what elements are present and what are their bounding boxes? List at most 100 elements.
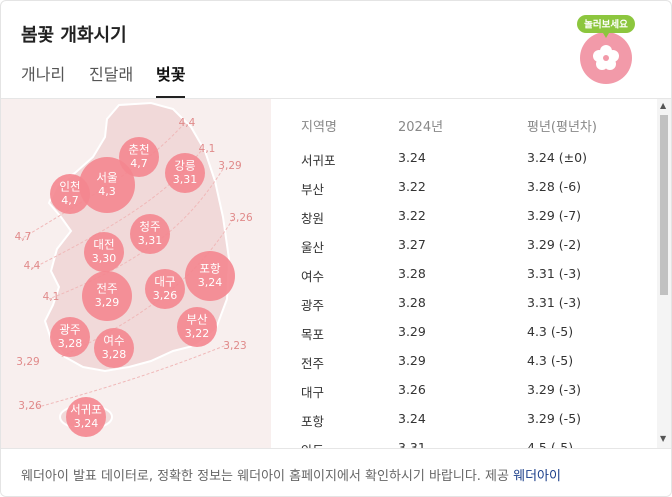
city-date: 4,7 <box>61 194 79 207</box>
city-name: 청주 <box>139 220 160 234</box>
footer: 웨더아이 발표 데이터로, 정확한 정보는 웨더아이 홈페이지에서 확인하시기 … <box>1 448 671 496</box>
city-bubble <box>84 232 124 272</box>
isoline-label: 3,26 <box>229 212 253 224</box>
footer-link[interactable]: 웨더아이 <box>513 469 561 484</box>
city-bubble <box>185 251 235 301</box>
city-date: 3,24 <box>74 417 99 430</box>
isoline-label: 3,29 <box>16 356 39 368</box>
isoline-label: 4,1 <box>43 291 60 303</box>
city-name: 서귀포 <box>70 403 102 417</box>
city-bubble <box>165 153 205 193</box>
city-bubble <box>66 397 106 437</box>
table-cell: 울산 <box>301 240 325 255</box>
isoline-label: 4,1 <box>199 143 216 155</box>
table-cell: 3.29 (-5) <box>527 411 582 426</box>
city-bubble <box>50 317 90 357</box>
table-cell: 3.29 (-3) <box>527 382 582 397</box>
table-cell: 3.24 (±0) <box>527 150 587 165</box>
scroll-up[interactable]: ▲ <box>660 101 667 110</box>
isoline-label: 4,4 <box>24 260 41 272</box>
table-cell: 3.27 <box>398 237 426 252</box>
table-cell: 안동 <box>301 440 324 448</box>
table-cell: 3.29 (-2) <box>527 237 582 252</box>
divider <box>1 98 671 99</box>
badge: 놀러보세요 <box>577 15 635 84</box>
scrollbar[interactable]: ▲ ▼ <box>657 99 671 448</box>
table-cell: 3.31 (-3) <box>527 266 582 281</box>
city-bubble <box>177 307 217 347</box>
column-header: 2024년 <box>398 120 444 135</box>
table-cell: 여수 <box>301 269 325 284</box>
city-bubble <box>79 157 135 213</box>
table-cell: 부산 <box>301 182 325 197</box>
table-cell: 서귀포 <box>301 153 336 168</box>
city-date: 3,26 <box>153 289 178 302</box>
city-name: 전주 <box>96 282 117 296</box>
city-date: 3,24 <box>198 276 223 289</box>
isoline-label: 3,29 <box>218 160 241 172</box>
city-date: 4,3 <box>98 185 116 198</box>
city-bubble <box>94 328 134 368</box>
city-name: 강릉 <box>174 159 195 173</box>
table-cell: 4.3 (-5) <box>527 324 574 339</box>
bloom-map: 4,44,13,293,264,74,44,13,233,293,26 춘천4,… <box>1 99 271 448</box>
city-markers: 춘천4,7 강릉3,31인천4,7서울4,3청주3,31대전3,30포항3,24대… <box>50 137 235 437</box>
city-date: 4,7 <box>130 157 148 170</box>
table-cell: 목포 <box>301 327 325 342</box>
badge-text: 놀러보세요 <box>584 19 628 31</box>
tab[interactable]: 개나리 <box>21 65 66 84</box>
city-name: 대구 <box>154 275 175 289</box>
tab[interactable]: 진달래 <box>89 65 134 84</box>
table-cell: 대구 <box>301 385 325 400</box>
table-cell: 3.28 <box>398 266 426 281</box>
city-date: 3,29 <box>95 296 120 309</box>
table-cell: 포항 <box>301 414 325 429</box>
isoline-label: 3,26 <box>18 400 42 412</box>
table-cell: 4.3 (-5) <box>527 353 574 368</box>
column-header: 평년(평년차) <box>527 120 597 135</box>
city-name: 대전 <box>93 238 114 252</box>
table-cell: 창원 <box>301 211 325 226</box>
footer-note: 웨더아이 발표 데이터로, 정확한 정보는 웨더아이 홈페이지에서 확인하시기 … <box>21 465 561 484</box>
city-date: 3,28 <box>102 348 127 361</box>
isoline-label: 4,4 <box>179 117 196 129</box>
active-tab-underline <box>156 96 185 98</box>
table-cell: 3.22 <box>398 179 426 194</box>
scroll-down[interactable]: ▼ <box>660 434 667 443</box>
city-date: 3,30 <box>92 252 117 265</box>
city-date: 3,22 <box>185 327 210 340</box>
city-bubble <box>145 269 185 309</box>
city-name: 여수 <box>103 334 124 348</box>
table-cell: 3.29 (-7) <box>527 208 582 223</box>
city-name: 포항 <box>199 262 221 276</box>
city-date: 3,31 <box>173 173 198 186</box>
isoline-labels: 4,44,13,293,264,74,44,13,233,293,26 <box>15 117 253 412</box>
table-cell: 3.29 <box>398 353 426 368</box>
table-cell: 3.28 (-6) <box>527 179 582 194</box>
city-bubble <box>119 137 159 177</box>
table-cell: 3.29 <box>398 324 426 339</box>
badge-petals <box>593 45 619 70</box>
table-cell: 3.26 <box>398 382 426 397</box>
table-cell: 4.5 (-5) <box>527 440 574 448</box>
table-cell: 3.24 <box>398 150 426 165</box>
city-name: 광주 <box>59 323 80 337</box>
table-cell: 3.24 <box>398 411 426 426</box>
table-cell: 3.31 <box>398 440 426 448</box>
city-name: 춘천 <box>128 143 149 157</box>
table-cell: 3.31 (-3) <box>527 295 582 310</box>
column-header: 지역명 <box>301 120 337 135</box>
scroll-thumb[interactable] <box>660 115 668 295</box>
city-name: 서울 <box>96 171 117 185</box>
bloom-table: 지역명 2024년 평년(평년차) 서귀포 3.24 3.24 (±0) 부산 3.22 3.2… <box>271 99 657 448</box>
table-cell: 3.22 <box>398 208 426 223</box>
table-cell: 3.28 <box>398 295 426 310</box>
city-name: 인천 <box>59 180 80 194</box>
footer-text: 웨더아이 발표 데이터로, 정확한 정보는 웨더아이 홈페이지에서 확인하시기 … <box>21 469 509 484</box>
city-bubble <box>130 214 170 254</box>
city-date: 3,31 <box>138 234 163 247</box>
city-date: 3,28 <box>58 337 83 350</box>
badge-bubble <box>577 15 635 33</box>
tab[interactable]: 벚꽃 <box>156 65 186 84</box>
